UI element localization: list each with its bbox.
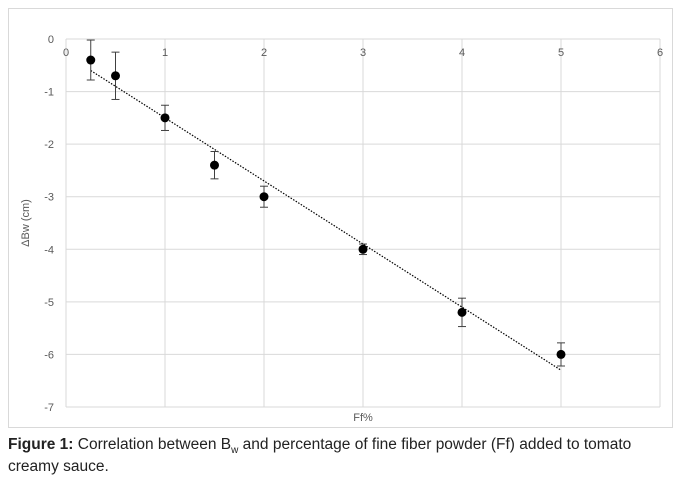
- data-point: [457, 307, 467, 317]
- figure-label: Figure 1:: [8, 436, 74, 453]
- y-axis-title: ΔBw (cm): [20, 199, 32, 247]
- y-tick-label: 0: [48, 34, 54, 46]
- caption-subscript: w: [231, 445, 239, 457]
- data-point: [111, 71, 120, 81]
- data-point: [210, 160, 219, 170]
- chart-frame: 0 1 2 3 4 5 6 0 -1 -2 -3 -4 -5 -6 -7 Ff% ΔBw (cm): [8, 8, 673, 428]
- y-tick-label: -2: [44, 139, 54, 151]
- caption-text-start: Correlation between B: [73, 436, 232, 453]
- x-tick-label: 6: [657, 47, 663, 59]
- y-tick-label: -7: [44, 402, 54, 414]
- x-tick-label: 5: [558, 47, 564, 59]
- y-tick-label: -4: [44, 244, 54, 256]
- x-tick-label: 2: [261, 47, 267, 59]
- figure-caption: Figure 1: Correlation between Bw and per…: [8, 434, 676, 478]
- y-tick-label: -6: [44, 349, 54, 361]
- data-point: [160, 113, 170, 123]
- y-tick-label: -1: [44, 87, 54, 99]
- x-tick-label: 0: [63, 47, 69, 59]
- data-point: [358, 244, 368, 254]
- x-tick-label: 3: [360, 47, 366, 59]
- y-tick-label: -5: [44, 297, 54, 309]
- x-tick-label: 4: [459, 47, 465, 59]
- data-point: [259, 192, 269, 202]
- x-tick-label: 1: [162, 47, 168, 59]
- scatter-chart: 0 1 2 3 4 5 6 0 -1 -2 -3 -4 -5 -6 -7 Ff% ΔBw (cm): [20, 34, 663, 424]
- data-point: [556, 349, 566, 359]
- data-point: [86, 55, 96, 65]
- caption-text-end: and percentage of fine fiber powder (Ff)…: [8, 436, 632, 475]
- y-tick-label: -3: [44, 192, 54, 204]
- x-axis-title: Ff%: [353, 412, 373, 424]
